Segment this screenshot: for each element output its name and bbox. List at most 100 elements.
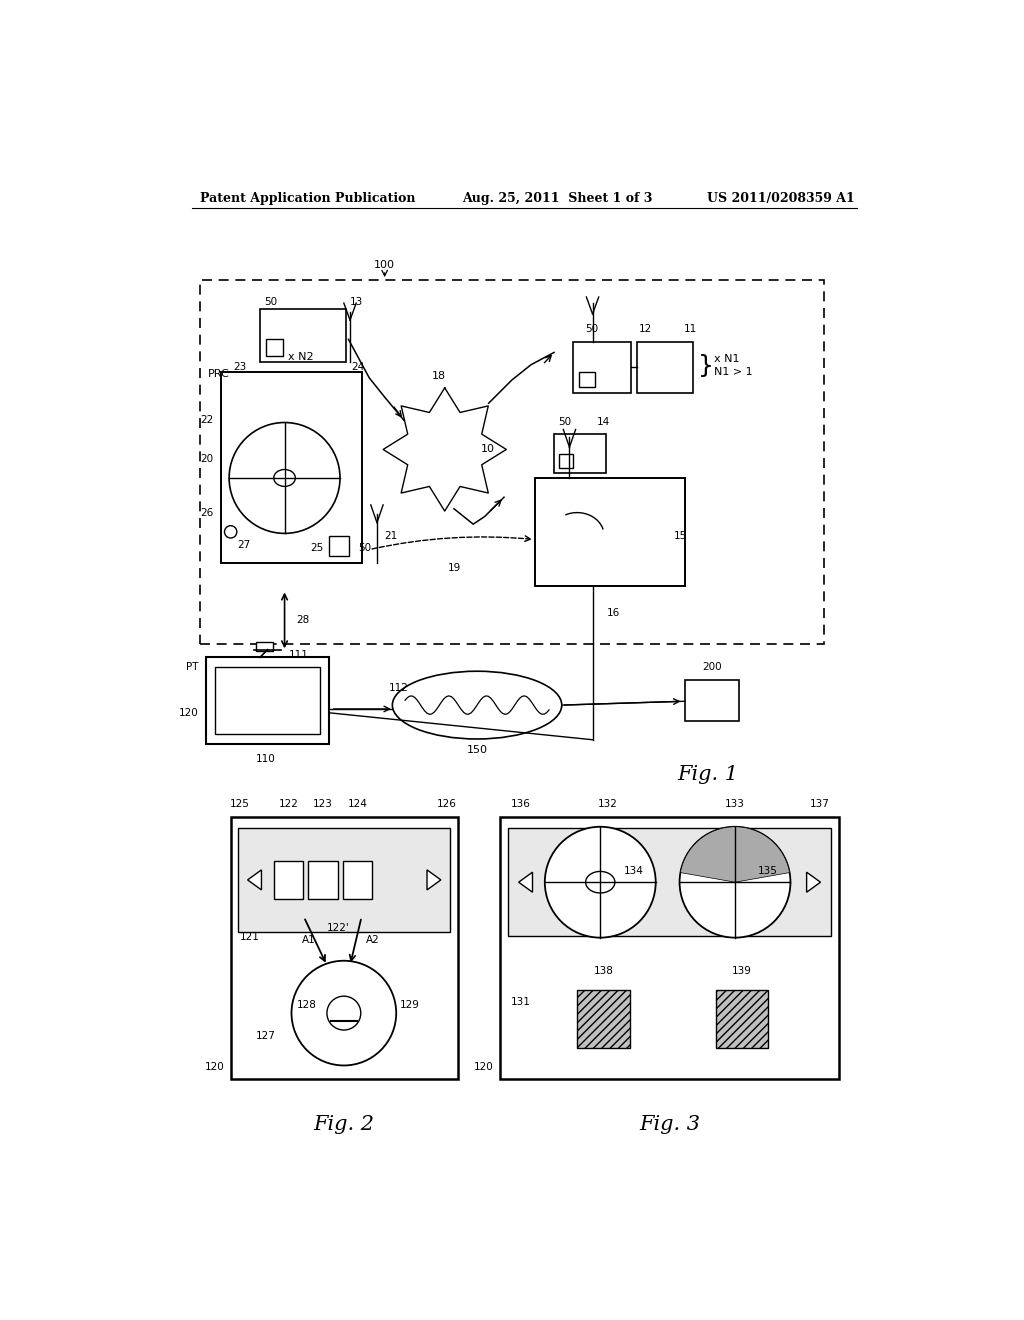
Text: Aug. 25, 2011  Sheet 1 of 3: Aug. 25, 2011 Sheet 1 of 3 [462,191,652,205]
Circle shape [545,826,655,937]
Text: 126: 126 [436,799,457,809]
Text: 200: 200 [702,661,722,672]
Text: 112: 112 [388,684,409,693]
Bar [716,990,768,1048]
Text: 139: 139 [732,966,752,977]
Text: 28: 28 [296,615,309,626]
Text: 129: 129 [400,1001,420,1010]
Bar [559,454,572,469]
Text: Patent Application Publication: Patent Application Publication [200,191,416,205]
Text: 21: 21 [385,531,398,541]
Bar [256,642,273,651]
Text: 136: 136 [511,799,530,809]
Text: US 2011/0208359 A1: US 2011/0208359 A1 [707,191,854,205]
Circle shape [229,422,340,533]
Text: 131: 131 [511,997,530,1007]
Text: 18: 18 [431,371,445,380]
Bar [308,861,338,899]
Text: 19: 19 [447,564,461,573]
Text: 50: 50 [585,325,598,334]
Bar [330,536,349,557]
Text: 150: 150 [467,744,487,755]
Bar [580,372,595,387]
Bar [200,280,823,644]
Ellipse shape [273,470,295,487]
Text: A2: A2 [367,935,380,945]
Bar [500,817,839,1078]
Text: 138: 138 [593,966,613,977]
Text: 137: 137 [810,799,829,809]
Text: 12: 12 [639,325,652,334]
Text: x N1: x N1 [714,354,739,363]
Text: 20: 20 [201,454,214,463]
Text: PRC: PRC [208,370,229,379]
Polygon shape [518,873,532,892]
Text: 100: 100 [374,260,395,269]
Text: x N2: x N2 [289,352,314,362]
Text: 15: 15 [674,531,687,541]
Text: 124: 124 [348,799,368,809]
Text: 122: 122 [279,799,298,809]
Text: 125: 125 [230,799,250,809]
Ellipse shape [392,672,562,739]
Text: 50: 50 [357,544,371,553]
Text: Fig. 2: Fig. 2 [313,1115,375,1134]
Text: 120: 120 [205,1063,224,1072]
Text: 26: 26 [201,508,214,517]
Text: 22: 22 [201,416,214,425]
Text: Fig. 3: Fig. 3 [639,1115,700,1134]
Bar [637,342,692,393]
Polygon shape [807,873,820,892]
Text: 25: 25 [310,544,323,553]
Text: }: } [698,354,714,379]
Text: 10: 10 [481,445,495,454]
Bar [260,309,346,363]
Wedge shape [680,826,790,882]
Text: 110: 110 [255,754,275,764]
Bar [578,990,630,1048]
Circle shape [680,826,791,937]
Text: 121: 121 [240,932,260,942]
Bar [685,681,739,721]
Bar [343,861,373,899]
Text: 14: 14 [596,417,609,426]
Bar [554,434,606,473]
Text: Fig. 1: Fig. 1 [678,764,738,784]
Text: 27: 27 [237,540,250,550]
Text: 11: 11 [683,325,696,334]
Text: 128: 128 [297,1001,316,1010]
Text: 111: 111 [289,649,308,660]
Text: 23: 23 [233,363,246,372]
Text: 50: 50 [264,297,276,308]
Text: 133: 133 [725,799,744,809]
Text: N1 > 1: N1 > 1 [714,367,753,378]
Ellipse shape [586,871,614,892]
Text: 134: 134 [624,866,643,875]
Circle shape [292,961,396,1065]
Bar [206,657,330,743]
Bar [221,372,361,562]
Text: 24: 24 [351,363,364,372]
Text: PT: PT [185,661,199,672]
Text: 120: 120 [474,1063,494,1072]
Bar [230,817,458,1078]
Circle shape [224,525,237,539]
Text: 50: 50 [558,417,571,426]
Polygon shape [248,870,261,890]
Bar [573,342,631,393]
Text: 132: 132 [598,799,617,809]
Bar [535,478,685,586]
Text: 127: 127 [256,1031,276,1041]
Circle shape [327,997,360,1030]
Text: 120: 120 [178,708,199,718]
Polygon shape [427,870,441,890]
Text: 135: 135 [758,866,778,875]
Text: 123: 123 [313,799,333,809]
Text: A1: A1 [302,935,316,945]
Bar [508,829,831,936]
Text: 13: 13 [350,297,364,308]
Bar [266,339,283,356]
Text: 122': 122' [327,924,350,933]
Bar [273,861,303,899]
Bar [215,667,319,734]
